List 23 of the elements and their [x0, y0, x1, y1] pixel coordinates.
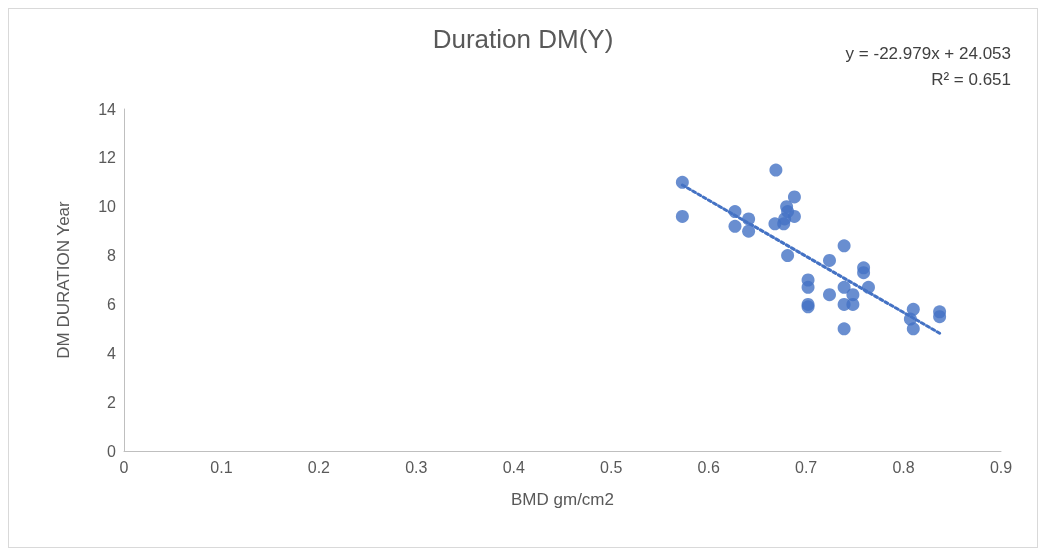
x-tick-label: 0.6 [697, 458, 720, 476]
y-tick-label: 8 [107, 247, 117, 265]
y-tick-label: 12 [98, 149, 117, 167]
x-tick-label: 0.8 [892, 458, 915, 476]
y-tick-label: 4 [107, 344, 117, 362]
y-tick-label: 14 [98, 100, 117, 118]
y-tick-label: 6 [107, 295, 117, 313]
y-tick-label: 0 [107, 442, 117, 460]
x-tick-label: 0.1 [210, 458, 233, 476]
chart-title: Duration DM(Y) [432, 24, 614, 54]
x-tick-label: 0.9 [989, 458, 1013, 476]
text: y = -22.979x + 24.053 [845, 44, 1011, 63]
y-tick-label: 10 [98, 198, 117, 216]
x-tick-label: 0.4 [502, 458, 525, 476]
x-tick-label: 0 [119, 458, 129, 476]
x-tick-label: 0.7 [794, 458, 818, 476]
y-tick-label: 2 [107, 393, 117, 411]
x-axis-title: BMD gm/cm2 [511, 490, 614, 509]
x-tick-label: 0.5 [600, 458, 623, 476]
x-tick-label: 0.2 [307, 458, 331, 476]
text: R² = 0.651 [931, 70, 1011, 89]
x-tick-label: 0.3 [405, 458, 428, 476]
y-axis-title: DM DURATION Year [54, 200, 73, 359]
